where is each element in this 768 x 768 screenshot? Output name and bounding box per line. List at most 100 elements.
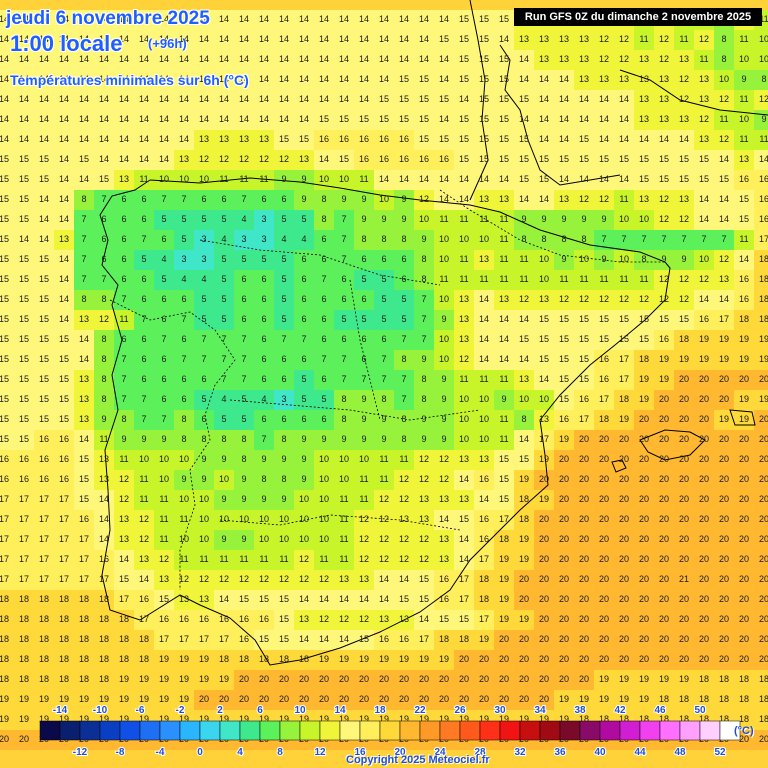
field-cell bbox=[674, 370, 694, 390]
field-cell bbox=[394, 370, 414, 390]
grid-value: 20 bbox=[599, 514, 609, 524]
field-cell bbox=[534, 210, 554, 230]
grid-value: 14 bbox=[559, 94, 569, 104]
grid-value: 8 bbox=[401, 414, 406, 424]
field-cell bbox=[154, 350, 174, 370]
grid-value: 14 bbox=[59, 74, 69, 84]
grid-value: 15 bbox=[19, 334, 29, 344]
field-cell bbox=[434, 550, 454, 570]
grid-value: 12 bbox=[719, 94, 729, 104]
grid-value: 5 bbox=[141, 254, 146, 264]
grid-value: 13 bbox=[399, 514, 409, 524]
field-cell bbox=[694, 650, 714, 670]
grid-value: 6 bbox=[161, 234, 166, 244]
grid-value: 20 bbox=[719, 434, 729, 444]
grid-value: 14 bbox=[499, 334, 509, 344]
grid-value: 18 bbox=[119, 614, 129, 624]
field-cell bbox=[334, 470, 354, 490]
grid-value: 19 bbox=[419, 654, 429, 664]
field-cell bbox=[394, 490, 414, 510]
grid-value: 14 bbox=[399, 14, 409, 24]
grid-value: 15 bbox=[0, 174, 9, 184]
field-cell bbox=[654, 70, 674, 90]
grid-value: 14 bbox=[379, 34, 389, 44]
field-cell bbox=[314, 50, 334, 70]
grid-value: 20 bbox=[679, 534, 689, 544]
grid-value: 6 bbox=[341, 334, 346, 344]
field-cell bbox=[594, 130, 614, 150]
grid-value: 10 bbox=[479, 414, 489, 424]
field-cell bbox=[74, 230, 94, 250]
field-cell bbox=[354, 610, 374, 630]
field-cell bbox=[314, 650, 334, 670]
field-cell bbox=[314, 430, 334, 450]
grid-value: 18 bbox=[719, 674, 729, 684]
field-cell bbox=[234, 30, 254, 50]
grid-value: 18 bbox=[639, 354, 649, 364]
grid-value: 16 bbox=[399, 154, 409, 164]
grid-value: 20 bbox=[719, 394, 729, 404]
grid-value: 13 bbox=[79, 314, 89, 324]
grid-value: 14 bbox=[179, 74, 189, 84]
field-cell bbox=[634, 370, 654, 390]
field-cell bbox=[434, 630, 454, 650]
field-cell bbox=[314, 590, 334, 610]
grid-value: 12 bbox=[399, 534, 409, 544]
grid-value: 15 bbox=[459, 514, 469, 524]
grid-value: 14 bbox=[579, 94, 589, 104]
grid-value: 15 bbox=[0, 294, 9, 304]
grid-value: 14 bbox=[0, 54, 9, 64]
field-cell bbox=[234, 90, 254, 110]
grid-value: 14 bbox=[119, 554, 129, 564]
grid-value: 11 bbox=[239, 174, 248, 184]
grid-value: 14 bbox=[59, 314, 69, 324]
grid-value: 7 bbox=[181, 354, 186, 364]
grid-value: 17 bbox=[459, 594, 469, 604]
grid-value: 14 bbox=[199, 34, 209, 44]
grid-value: 13 bbox=[59, 234, 69, 244]
field-cell bbox=[314, 550, 334, 570]
field-cell bbox=[474, 190, 494, 210]
field-cell bbox=[574, 90, 594, 110]
grid-value: 20 bbox=[659, 634, 669, 644]
grid-value: 20 bbox=[279, 674, 289, 684]
grid-value: 9 bbox=[261, 454, 266, 464]
field-cell bbox=[654, 90, 674, 110]
grid-value: 11 bbox=[379, 474, 388, 484]
grid-value: 20 bbox=[579, 594, 589, 604]
grid-value: 20 bbox=[639, 614, 649, 624]
field-cell bbox=[434, 50, 454, 70]
grid-value: 16 bbox=[399, 634, 409, 644]
grid-value: 11 bbox=[719, 114, 728, 124]
grid-value: 18 bbox=[79, 594, 89, 604]
field-cell bbox=[314, 410, 334, 430]
legend-label: 40 bbox=[594, 747, 606, 758]
grid-value: 15 bbox=[559, 334, 569, 344]
field-cell bbox=[0, 530, 14, 550]
field-cell bbox=[674, 610, 694, 630]
field-cell bbox=[654, 250, 674, 270]
field-cell bbox=[154, 230, 174, 250]
grid-value: 16 bbox=[259, 614, 269, 624]
grid-value: 11 bbox=[499, 214, 508, 224]
field-cell bbox=[174, 30, 194, 50]
grid-value: 15 bbox=[0, 254, 9, 264]
field-cell bbox=[574, 350, 594, 370]
grid-value: 14 bbox=[39, 234, 49, 244]
grid-value: 14 bbox=[379, 174, 389, 184]
grid-value: 14 bbox=[0, 94, 9, 104]
grid-value: 17 bbox=[119, 594, 129, 604]
grid-value: 10 bbox=[159, 174, 169, 184]
grid-value: 13 bbox=[619, 74, 629, 84]
grid-value: 19 bbox=[639, 374, 649, 384]
grid-value: 15 bbox=[499, 94, 509, 104]
grid-value: 9 bbox=[381, 414, 386, 424]
field-cell bbox=[334, 450, 354, 470]
field-cell bbox=[134, 650, 154, 670]
grid-value: 18 bbox=[699, 674, 709, 684]
grid-value: 20 bbox=[679, 614, 689, 624]
grid-value: 20 bbox=[619, 554, 629, 564]
legend-swatch bbox=[699, 720, 721, 741]
grid-value: 14 bbox=[359, 594, 369, 604]
field-cell bbox=[434, 190, 454, 210]
